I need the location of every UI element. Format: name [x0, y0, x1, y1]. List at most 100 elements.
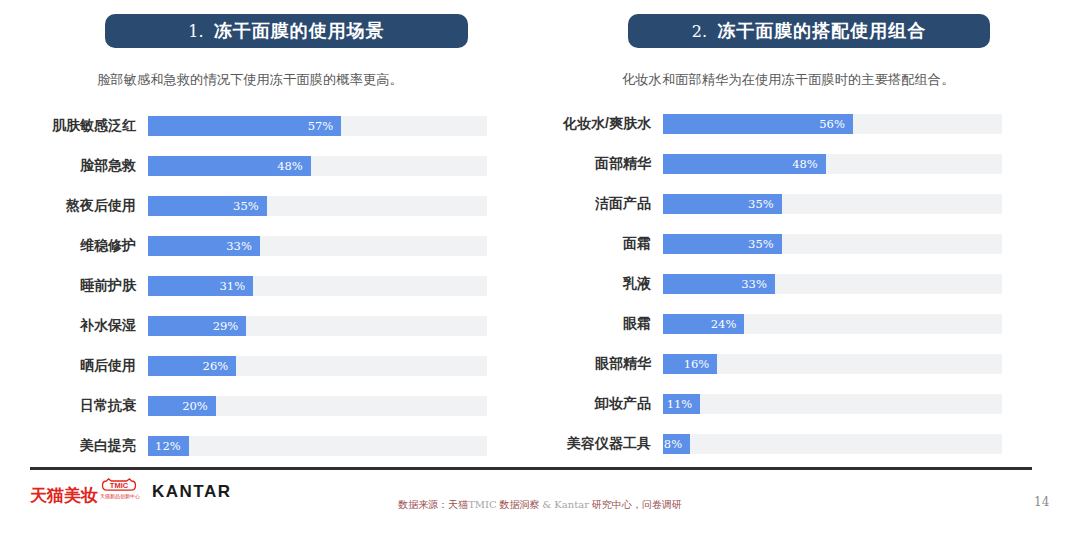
- bar-row: 日常抗衰 20%: [30, 386, 487, 426]
- chart1-title-number: 1.: [188, 22, 203, 41]
- bar-row: 美容仪器工具 8%: [545, 424, 1002, 464]
- bar-label: 脸部急救: [30, 157, 136, 175]
- bar-row: 面霜 35%: [545, 224, 1002, 264]
- bar-value: 48%: [277, 159, 311, 173]
- source-seg2: TMIC: [468, 499, 497, 510]
- bar-value: 57%: [308, 119, 342, 133]
- bar-label: 眼霜: [545, 315, 651, 333]
- bar-track: 33%: [148, 236, 487, 256]
- bar-label: 化妆水/爽肤水: [545, 115, 651, 133]
- bar-label: 面霜: [545, 235, 651, 253]
- chart2-title-number: 2.: [692, 22, 707, 41]
- bar-track: 35%: [663, 194, 1002, 214]
- chart2-subtitle: 化妆水和面部精华为在使用冻干面膜时的主要搭配组合。: [622, 71, 954, 89]
- tmic-logo: TMIC 天猫新品创新中心: [101, 478, 137, 497]
- bar: 20%: [148, 396, 216, 416]
- data-source-note: 数据来源：天猫TMIC 数据洞察 & Kantar 研究中心，问卷调研: [0, 498, 1080, 512]
- bar-track: 33%: [663, 274, 1002, 294]
- bar-row: 脸部急救 48%: [30, 146, 487, 186]
- bar-row: 睡前护肤31%: [30, 266, 487, 306]
- bar: 33%: [148, 236, 260, 256]
- bar: 35%: [148, 196, 267, 216]
- bar-row: 晒后使用 26%: [30, 346, 487, 386]
- chart1-title: 冻干面膜的使用场景: [214, 19, 385, 43]
- bar-track: 35%: [663, 234, 1002, 254]
- bar: 26%: [148, 356, 236, 376]
- footer-divider: [30, 467, 1032, 470]
- bar-track: 48%: [663, 154, 1002, 174]
- bar-label: 维稳修护: [30, 237, 136, 255]
- bar-value: 24%: [711, 317, 745, 331]
- bar-row: 眼霜 24%: [545, 304, 1002, 344]
- svg-text:TMIC: TMIC: [110, 481, 129, 490]
- chart2-title-bar: 2. 冻干面膜的搭配使用组合: [628, 14, 990, 48]
- bar-label: 美白提亮: [30, 437, 136, 455]
- bar-row: 肌肤敏感泛红 57%: [30, 106, 487, 146]
- bar-label: 熬夜后使用: [30, 197, 136, 215]
- bar: 31%: [148, 276, 253, 296]
- bar-value: 35%: [748, 237, 782, 251]
- bar: 56%: [663, 114, 853, 134]
- page-number: 14: [1034, 495, 1049, 509]
- bar-row: 乳液 33%: [545, 264, 1002, 304]
- bar-value: 31%: [220, 279, 254, 293]
- bar-row: 化妆水/爽肤水 56%: [545, 104, 1002, 144]
- bar: 29%: [148, 316, 246, 336]
- bar-value: 35%: [748, 197, 782, 211]
- chart1-bars: 肌肤敏感泛红57%脸部急救48%熬夜后使用35%维稳修护33%睡前护肤31%补水…: [30, 106, 487, 466]
- bar-track: 29%: [148, 316, 487, 336]
- source-seg1: 数据来源：天猫: [398, 499, 468, 510]
- bar-label: 乳液: [545, 275, 651, 293]
- bar: 8%: [663, 434, 690, 454]
- bar-label: 眼部精华: [545, 355, 651, 373]
- bar-track: 8%: [663, 434, 1002, 454]
- bar-value: 20%: [182, 399, 216, 413]
- bar-row: 面部精华 48%: [545, 144, 1002, 184]
- bar-value: 11%: [667, 397, 701, 411]
- bar-label: 晒后使用: [30, 357, 136, 375]
- bar-label: 日常抗衰: [30, 397, 136, 415]
- bar-track: 35%: [148, 196, 487, 216]
- chart1-subtitle: 脸部敏感和急救的情况下使用冻干面膜的概率更高。: [97, 71, 403, 89]
- bar-value: 16%: [684, 357, 718, 371]
- bar-track: 31%: [148, 276, 487, 296]
- bar-row: 熬夜后使用 35%: [30, 186, 487, 226]
- bar-row: 洁面产品 35%: [545, 184, 1002, 224]
- bar-row: 补水保湿 29%: [30, 306, 487, 346]
- bar: 48%: [663, 154, 826, 174]
- bar-label: 肌肤敏感泛红: [30, 117, 136, 135]
- bar-track: 56%: [663, 114, 1002, 134]
- source-seg5: 研究中心，问卷调研: [589, 499, 682, 510]
- bar-track: 11%: [663, 394, 1002, 414]
- bar-track: 16%: [663, 354, 1002, 374]
- bar: 35%: [663, 194, 782, 214]
- bar-label: 卸妆产品: [545, 395, 651, 413]
- bar-label: 面部精华: [545, 155, 651, 173]
- bar-row: 眼部精华 16%: [545, 344, 1002, 384]
- bar-track: 57%: [148, 116, 487, 136]
- chart2-title: 冻干面膜的搭配使用组合: [717, 19, 926, 43]
- bar: 35%: [663, 234, 782, 254]
- bar-label: 美容仪器工具: [545, 435, 651, 453]
- source-seg4: & Kantar: [542, 499, 589, 510]
- bar: 11%: [663, 394, 700, 414]
- bar: 33%: [663, 274, 775, 294]
- bar-value: 33%: [226, 239, 260, 253]
- bar-track: 26%: [148, 356, 487, 376]
- bar-value: 48%: [792, 157, 826, 171]
- bar-value: 26%: [203, 359, 237, 373]
- chart1-title-bar: 1. 冻干面膜的使用场景: [105, 14, 468, 48]
- bar: 48%: [148, 156, 311, 176]
- bar-label: 洁面产品: [545, 195, 651, 213]
- bar: 24%: [663, 314, 744, 334]
- bar-track: 12%: [148, 436, 487, 456]
- bar-value: 35%: [233, 199, 267, 213]
- bar-label: 补水保湿: [30, 317, 136, 335]
- bar-track: 20%: [148, 396, 487, 416]
- bar-value: 56%: [819, 117, 853, 131]
- bar-value: 29%: [213, 319, 247, 333]
- bar-track: 24%: [663, 314, 1002, 334]
- source-seg3: 数据洞察: [497, 499, 543, 510]
- bar-value: 33%: [741, 277, 775, 291]
- bar-track: 48%: [148, 156, 487, 176]
